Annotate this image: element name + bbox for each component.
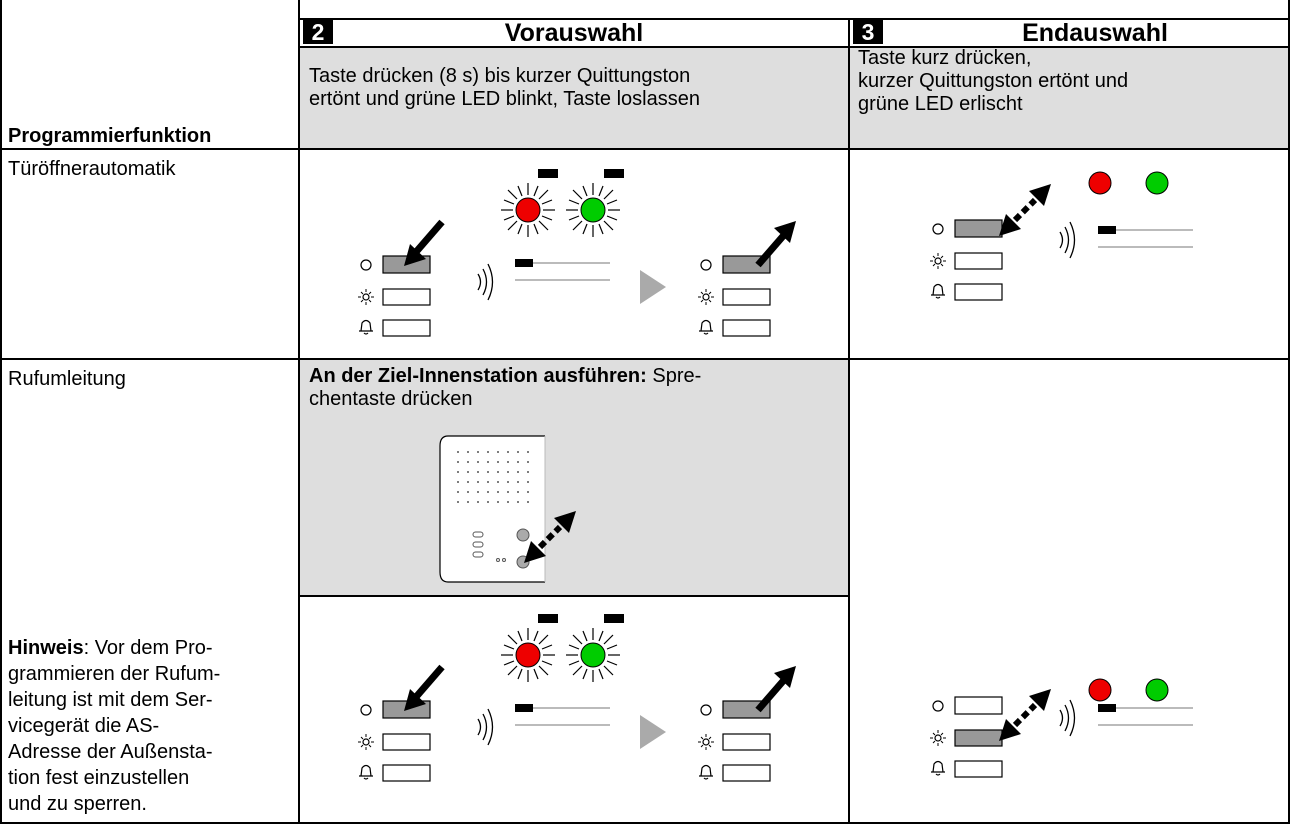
function-name: Rufumleitung — [8, 368, 126, 390]
line: Taste drücken (8 s) bis kurzer Quittungs… — [309, 65, 691, 87]
step-title: Vorauswahl — [504, 19, 644, 47]
line: ertönt und grüne LED blinkt, Taste losla… — [309, 88, 700, 110]
final-illustration — [929, 678, 1194, 778]
step-number: 3 — [853, 20, 883, 44]
final-illustration — [929, 171, 1194, 301]
function-name: Türöffnerautomatik — [8, 158, 176, 180]
step-number: 2 — [303, 20, 333, 44]
instruction: An der Ziel-Innenstation ausführen: Spre… — [309, 365, 701, 411]
line: und zu sperren. — [8, 793, 147, 815]
line: Adresse der Außensta- — [8, 741, 213, 763]
line: chentaste drücken — [309, 388, 473, 410]
line: kurzer Quittungston ertönt und — [858, 70, 1129, 92]
cell — [298, 358, 850, 597]
line: leitung ist mit dem Ser- — [8, 689, 213, 711]
instruction: Taste kurz drücken, kurzer Quittungston … — [858, 47, 1128, 116]
step-title: Endauswahl — [1022, 19, 1168, 47]
text: Spre- — [646, 365, 702, 387]
line: tion fest einzustellen — [8, 767, 190, 789]
bold-text: Hinweis — [8, 637, 84, 659]
column-title: Programmierfunktion — [8, 125, 212, 147]
line: Hinweis: Vor dem Pro- — [8, 635, 220, 661]
bold-text: An der Ziel-Innenstation ausführen: — [309, 365, 647, 387]
line: Taste kurz drücken, — [858, 47, 1032, 69]
line: An der Ziel-Innenstation ausführen: Spre… — [309, 365, 701, 388]
line: vicegerät die AS- — [8, 715, 160, 737]
instruction: Taste drücken (8 s) bis kurzer Quittungs… — [309, 65, 700, 111]
indoor-station — [439, 435, 576, 583]
note: Hinweis: Vor dem Pro- grammieren der Ruf… — [8, 635, 220, 817]
preselect-illustration — [358, 169, 796, 336]
line: grammieren der Rufum- — [8, 663, 221, 685]
line: grüne LED erlischt — [858, 93, 1023, 115]
preselect-illustration — [358, 614, 796, 781]
text: : Vor dem Pro- — [83, 637, 213, 659]
